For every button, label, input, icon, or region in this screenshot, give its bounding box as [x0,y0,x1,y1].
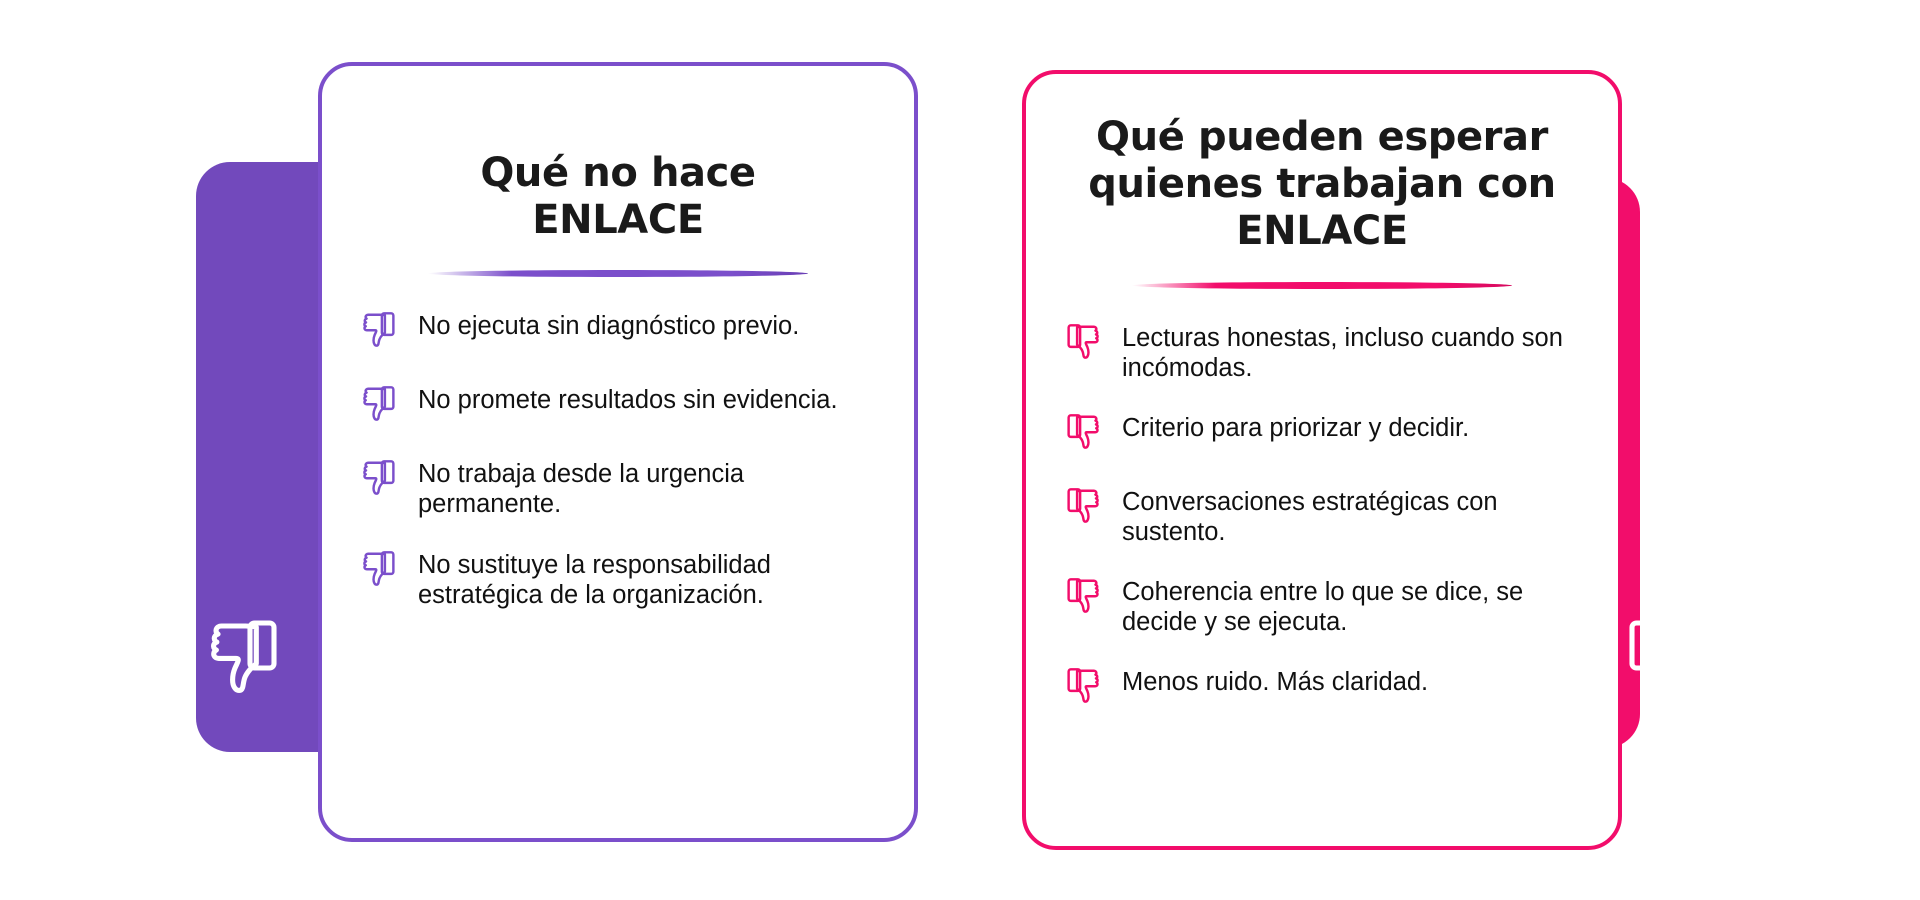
thumbs-up-icon-large [1614,614,1710,710]
thumbs-down-icon [356,548,402,594]
list-item-label: No trabaja desde la urgencia permanente. [418,460,745,519]
thumbs-up-icon [1060,575,1106,621]
left-card-title-line-2: ENLACE [532,197,704,244]
list-item: Lecturas honestas, incluso cuando son in… [1060,319,1592,383]
thumbs-down-icon [356,457,402,503]
right-card-list: Lecturas honestas, incluso cuando son in… [1026,319,1618,711]
list-item: No trabaja desde la urgencia permanente. [356,455,888,519]
left-card-title: Qué no hace ENLACE [446,150,789,244]
list-item-label: Criterio para priorizar y decidir. [1122,413,1470,442]
list-item: No sustituye la responsabilidad estratég… [356,546,888,610]
list-item-label: Conversaciones estratégicas con sustento… [1122,487,1498,546]
right-card-title-line-1: Qué pueden esperar [1096,114,1548,160]
thumbs-down-icon [356,309,402,355]
left-card-title-line-1: Qué no hace [480,150,756,196]
right-card-title-line-3: ENLACE [1236,208,1408,255]
left-card-list: No ejecuta sin diagnóstico previo. No pr… [322,307,914,609]
thumbs-up-icon [1060,321,1106,367]
right-card-title: Qué pueden esperar quienes trabajan con … [1054,114,1590,256]
list-item: Criterio para priorizar y decidir. [1060,409,1592,457]
list-item-label: No ejecuta sin diagnóstico previo. [418,312,800,341]
list-item: Conversaciones estratégicas con sustento… [1060,483,1592,547]
thumbs-down-icon [356,383,402,429]
list-item: Menos ruido. Más claridad. [1060,663,1592,711]
thumbs-up-icon [1060,485,1106,531]
list-item-label: No promete resultados sin evidencia. [418,386,838,415]
thumbs-up-icon [1060,665,1106,711]
right-card-divider [1132,281,1512,289]
list-item: Coherencia entre lo que se dice, se deci… [1060,573,1592,637]
right-card-title-line-2: quienes trabajan con [1088,161,1556,208]
list-item-label: Coherencia entre lo que se dice, se deci… [1122,577,1524,636]
list-item-label: Menos ruido. Más claridad. [1122,668,1429,697]
card-what-enlace-does-not-do: Qué no hace ENLACE No ejecuta sin diagnó… [318,62,918,842]
list-item: No ejecuta sin diagnóstico previo. [356,307,888,355]
list-item: No promete resultados sin evidencia. [356,381,888,429]
thumbs-up-icon [1060,411,1106,457]
left-card-divider [428,270,808,278]
list-item-label: No sustituye la responsabilidad estratég… [418,550,771,609]
card-what-to-expect-from-enlace: Qué pueden esperar quienes trabajan con … [1022,70,1622,850]
thumbs-down-icon-large [196,614,292,710]
list-item-label: Lecturas honestas, incluso cuando son in… [1122,323,1563,382]
